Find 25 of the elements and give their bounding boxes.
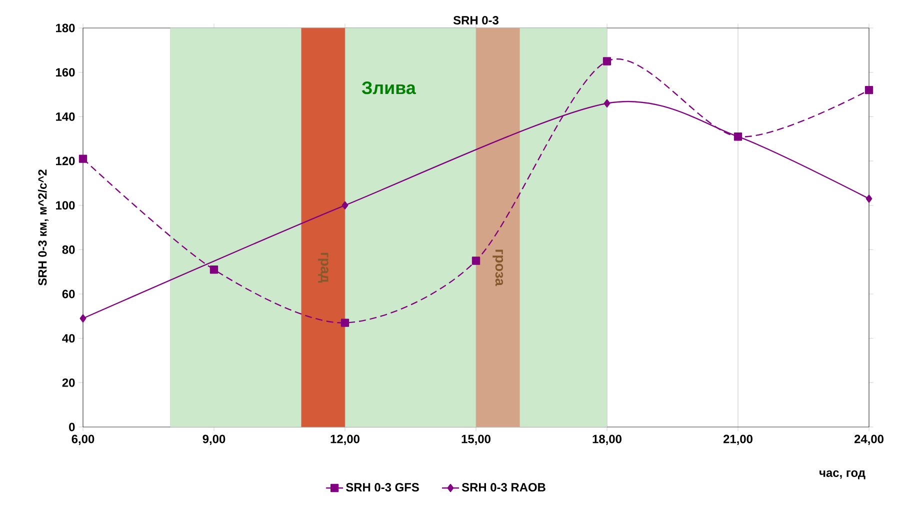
band-label: Злива: [362, 82, 416, 94]
y-tick-label: 40: [62, 334, 75, 343]
x-axis-title: час, год: [820, 470, 866, 480]
x-tick-label: 12,00: [330, 434, 360, 445]
y-tick-label: 100: [56, 201, 75, 210]
y-tick-label: 180: [56, 24, 75, 32]
y-tick-label: 0: [69, 422, 75, 432]
x-tick-label: 15,00: [462, 434, 490, 445]
band-label: гроза: [492, 250, 504, 286]
x-tick-label: 6,00: [72, 434, 94, 445]
x-tick-label: 18,00: [592, 434, 622, 445]
y-axis-title: SRH 0-3 км, м^2/с^2: [38, 170, 48, 286]
x-tick-label: 9,00: [202, 434, 226, 445]
band-label: град: [318, 252, 328, 283]
y-tick-label: 20: [62, 378, 75, 387]
y-tick-label: 120: [56, 156, 75, 166]
y-tick-label: 140: [56, 112, 75, 121]
legend-label: SRH 0-3 RAOB: [462, 483, 546, 492]
y-tick-label: 160: [56, 68, 75, 77]
y-tick-label: 80: [62, 245, 75, 254]
legend-label: SRH 0-3 GFS: [346, 483, 419, 492]
chart-title: SRH 0-3: [453, 16, 498, 25]
x-tick-label: 21,00: [723, 434, 752, 445]
y-tick-label: 60: [62, 290, 75, 298]
x-tick-label: 24,00: [854, 434, 884, 445]
